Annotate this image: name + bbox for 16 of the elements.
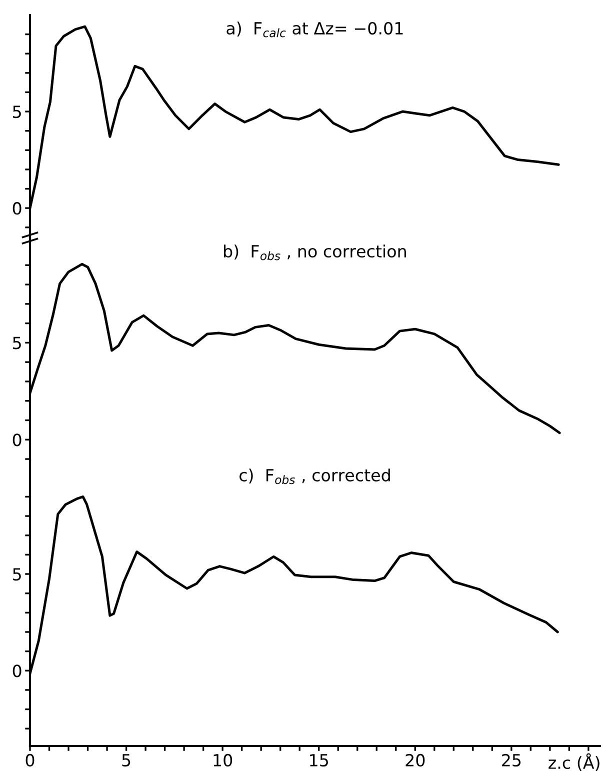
x-tick-label: 5 <box>122 754 130 767</box>
x-tick-label: 10 <box>214 754 232 767</box>
y-tick-label: 0 <box>12 202 22 215</box>
x-axis-title: z.c (Å) <box>548 753 600 771</box>
x-tick-label: 20 <box>406 754 425 767</box>
y-tick-label: 0 <box>12 434 22 446</box>
y-tick-label: 5 <box>13 336 21 350</box>
y-tick-label: 5 <box>13 568 21 581</box>
x-tick-label: 15 <box>310 754 328 767</box>
chart-title: a) F$_{calc}$ at Δz= −0.01 <box>226 22 403 38</box>
y-tick-label: 0 <box>12 664 22 678</box>
chart-title: b) F$_{obs}$ , no correction <box>224 244 406 260</box>
chart-title: c) F$_{obs}$ , corrected <box>240 468 390 484</box>
x-tick-label: 25 <box>502 754 521 767</box>
y-tick-label: 5 <box>13 106 21 118</box>
x-tick-label: 0 <box>26 754 34 767</box>
